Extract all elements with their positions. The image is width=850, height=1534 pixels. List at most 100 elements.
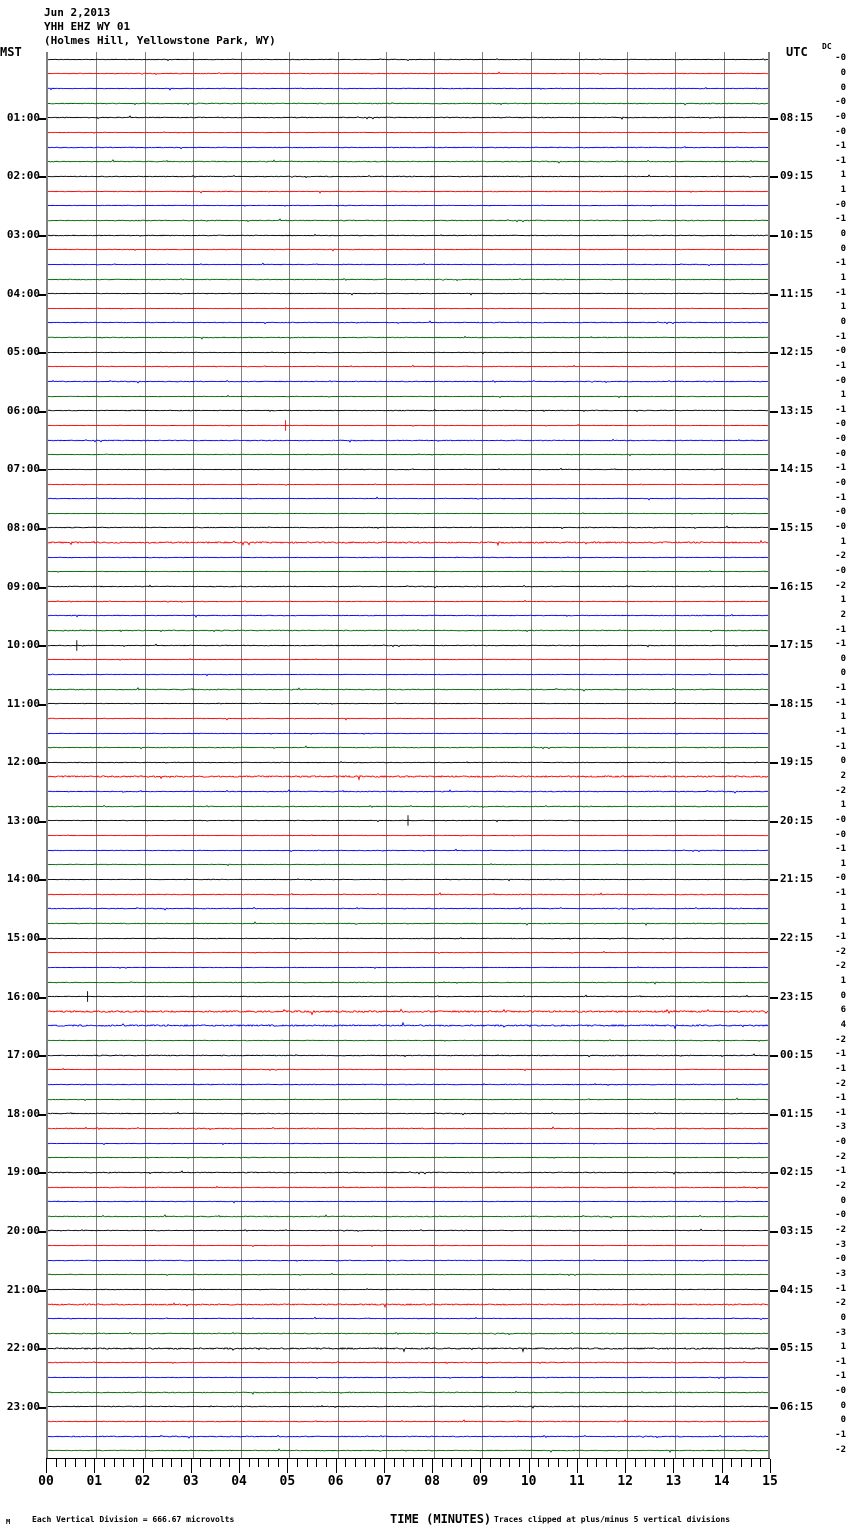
x-axis-minor-tick bbox=[296, 1459, 298, 1467]
x-axis-minor-tick bbox=[547, 1459, 549, 1467]
dc-offset-value: 0 bbox=[840, 990, 846, 1001]
x-axis-major-tick bbox=[94, 1459, 96, 1473]
utc-hour-tick bbox=[770, 527, 778, 530]
dc-offset-value: -0 bbox=[835, 434, 846, 445]
utc-hour-tick bbox=[770, 1113, 778, 1116]
dc-offset-value: -0 bbox=[835, 111, 846, 122]
x-axis-minor-tick bbox=[152, 1459, 154, 1467]
seismic-trace bbox=[48, 507, 768, 520]
axis-label-utc: UTC bbox=[786, 45, 808, 59]
dc-offset-value: -1 bbox=[835, 1283, 846, 1294]
dc-offset-value: -0 bbox=[835, 1210, 846, 1221]
seismic-trace bbox=[48, 829, 768, 842]
grid-line-vertical bbox=[627, 52, 629, 1458]
mst-hour-label: 11:00 bbox=[6, 696, 40, 710]
utc-hour-label: 10:15 bbox=[780, 228, 814, 242]
seismic-trace bbox=[48, 375, 768, 388]
dc-offset-value: -2 bbox=[835, 1181, 846, 1192]
seismic-trace bbox=[48, 82, 768, 95]
seismic-trace bbox=[48, 97, 768, 110]
grid-line-vertical bbox=[675, 52, 677, 1458]
utc-hour-tick bbox=[770, 645, 778, 648]
seismic-trace bbox=[48, 346, 768, 359]
seismic-trace bbox=[48, 126, 768, 139]
dc-offset-value: -1 bbox=[835, 741, 846, 752]
x-axis-major-tick bbox=[239, 1459, 241, 1473]
seismic-trace bbox=[48, 697, 768, 710]
seismic-trace bbox=[48, 888, 768, 901]
x-axis-tick-label: 11 bbox=[569, 1474, 585, 1489]
dc-offset-value: -1 bbox=[835, 727, 846, 738]
seismic-trace bbox=[48, 434, 768, 447]
utc-hour-label: 12:15 bbox=[780, 345, 814, 359]
seismic-trace bbox=[48, 858, 768, 871]
x-axis-minor-tick bbox=[210, 1459, 212, 1467]
mst-hour-tick bbox=[38, 1113, 46, 1116]
dc-offset-value: -0 bbox=[835, 521, 846, 532]
dc-offset-value: -1 bbox=[835, 1049, 846, 1060]
mst-hour-tick bbox=[38, 762, 46, 765]
mst-hour-label: 03:00 bbox=[6, 228, 40, 242]
x-axis-major-tick bbox=[721, 1459, 723, 1473]
seismic-trace bbox=[48, 1283, 768, 1296]
mst-hour-tick bbox=[38, 293, 46, 296]
dc-offset-value: -1 bbox=[835, 1371, 846, 1382]
x-axis-major-tick bbox=[432, 1459, 434, 1473]
mst-hour-label: 07:00 bbox=[6, 462, 40, 476]
utc-hour-tick bbox=[770, 996, 778, 999]
seismic-trace bbox=[48, 1195, 768, 1208]
seismic-trace bbox=[48, 258, 768, 271]
x-axis-major-tick bbox=[625, 1459, 627, 1473]
seismic-trace bbox=[48, 873, 768, 886]
seismic-trace bbox=[48, 961, 768, 974]
x-axis-minor-tick bbox=[316, 1459, 318, 1467]
dc-offset-value: -0 bbox=[835, 126, 846, 137]
seismic-trace bbox=[48, 770, 768, 783]
dc-offset-value: -0 bbox=[835, 53, 846, 64]
dc-offset-value: 1 bbox=[840, 302, 846, 313]
seismic-trace bbox=[48, 1093, 768, 1106]
seismic-trace bbox=[48, 1063, 768, 1076]
mst-hour-tick bbox=[38, 410, 46, 413]
mst-hour-label: 14:00 bbox=[6, 872, 40, 886]
x-axis-tick-label: 12 bbox=[617, 1474, 634, 1489]
grid-line-vertical bbox=[144, 52, 146, 1458]
x-axis-minor-tick bbox=[354, 1459, 356, 1467]
helicorder-plot-area bbox=[46, 52, 770, 1458]
utc-hour-tick bbox=[770, 469, 778, 472]
x-axis-minor-tick bbox=[634, 1459, 636, 1467]
utc-hour-label: 13:15 bbox=[780, 403, 814, 417]
utc-hour-label: 05:15 bbox=[780, 1341, 814, 1355]
footer-scale-note: Each Vertical Division = 666.67 microvol… bbox=[32, 1515, 235, 1524]
utc-hour-tick bbox=[770, 1406, 778, 1409]
utc-hour-label: 18:15 bbox=[780, 696, 814, 710]
mst-hour-label: 02:00 bbox=[6, 169, 40, 183]
mst-hour-label: 13:00 bbox=[6, 813, 40, 827]
x-axis-minor-tick bbox=[702, 1459, 704, 1467]
x-axis-minor-tick bbox=[586, 1459, 588, 1467]
seismic-trace bbox=[48, 1371, 768, 1384]
footer-clip-note: Traces clipped at plus/minus 5 vertical … bbox=[494, 1515, 731, 1524]
seismic-trace bbox=[48, 1181, 768, 1194]
x-axis-line bbox=[46, 1458, 770, 1459]
seismic-trace bbox=[48, 199, 768, 212]
seismic-trace bbox=[48, 287, 768, 300]
x-axis-minor-tick bbox=[171, 1459, 173, 1467]
seismic-trace bbox=[48, 712, 768, 725]
seismic-trace bbox=[48, 229, 768, 242]
seismic-trace bbox=[48, 595, 768, 608]
dc-offset-value: -1 bbox=[835, 624, 846, 635]
dc-offset-value: -1 bbox=[835, 214, 846, 225]
x-axis-minor-tick bbox=[74, 1459, 76, 1467]
grid-line-vertical bbox=[96, 52, 98, 1458]
dc-offset-value: -1 bbox=[835, 1356, 846, 1367]
seismic-trace bbox=[48, 727, 768, 740]
dc-offset-value: 0 bbox=[840, 653, 846, 664]
seismic-trace bbox=[48, 1239, 768, 1252]
utc-hour-tick bbox=[770, 410, 778, 413]
utc-hour-label: 11:15 bbox=[780, 286, 814, 300]
seismic-trace bbox=[48, 1400, 768, 1413]
x-axis-tick-label: 02 bbox=[134, 1474, 151, 1489]
utc-hour-tick bbox=[770, 1230, 778, 1233]
seismic-trace bbox=[48, 1254, 768, 1267]
